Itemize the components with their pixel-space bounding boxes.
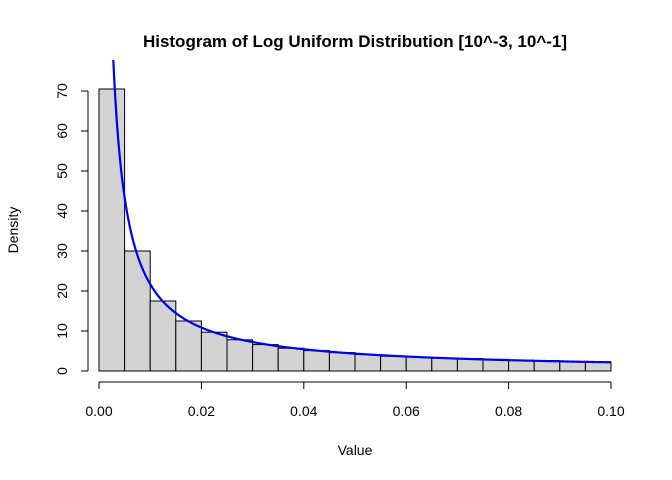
x-tick-label: 0.00 [85,403,112,419]
chart-title: Histogram of Log Uniform Distribution [1… [143,32,567,51]
histogram-bar [354,354,382,372]
y-tick-label: 60 [54,123,70,139]
histogram-bar [405,356,433,372]
y-axis: 0 10 20 30 40 50 60 70 [54,83,89,375]
histogram-bar [252,344,279,372]
histogram-bar [431,357,458,372]
x-tick-label: 0.04 [290,403,317,419]
histogram-bar [482,358,510,372]
x-axis: 0.00 0.02 0.04 0.06 0.08 0.10 [85,381,625,419]
histogram-bar [200,331,228,372]
histogram-bar [303,350,330,372]
histogram-bar [175,320,202,372]
y-axis-label: Density [5,207,21,254]
y-tick-label: 10 [54,323,70,339]
histogram-bar [456,358,484,372]
histogram-bar [277,347,305,372]
y-tick-label: 70 [54,83,70,99]
histogram-bar [380,355,407,372]
x-tick-label: 0.10 [597,403,624,419]
y-tick-label: 30 [54,243,70,259]
y-tick-label: 40 [54,203,70,219]
histogram-bars [98,88,612,372]
x-tick-label: 0.02 [188,403,215,419]
histogram-bar [328,352,356,372]
histogram-bar [98,88,126,372]
x-axis-label: Value [338,442,373,458]
y-tick-label: 50 [54,163,70,179]
x-tick-label: 0.06 [393,403,420,419]
histogram-bar [559,361,586,372]
histogram-bar [508,359,535,372]
histogram-bar [149,300,177,372]
density-curve [112,60,612,364]
y-tick-label: 0 [54,367,70,375]
y-tick-label: 20 [54,283,70,299]
x-tick-label: 0.08 [495,403,522,419]
histogram-bar [226,339,254,372]
histogram-bar [124,250,151,372]
